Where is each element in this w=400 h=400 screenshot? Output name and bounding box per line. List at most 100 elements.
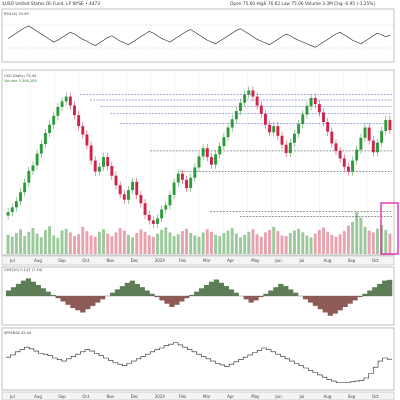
- volume-bar: [280, 235, 284, 254]
- price-label: USO (Daily) 75.44: [4, 74, 37, 78]
- candle-body: [68, 96, 72, 106]
- pfebsk-line: [6, 342, 392, 383]
- volume-bar: [164, 227, 168, 254]
- candle-body: [14, 201, 18, 208]
- cmf-bar: [382, 280, 388, 296]
- candle-body: [201, 148, 205, 157]
- cmf-bar: [154, 296, 160, 298]
- x-tick-label: Oct: [82, 394, 89, 399]
- volume-bar: [27, 231, 31, 254]
- cmf-bar: [134, 283, 140, 296]
- volume-bar: [176, 234, 180, 254]
- candle-body: [380, 130, 384, 143]
- volume-bar: [259, 236, 263, 254]
- cmf-bar: [302, 296, 309, 300]
- candle-body: [106, 157, 110, 167]
- volume-bar: [317, 229, 321, 254]
- cmf-bar: [109, 292, 116, 296]
- x-tick-label: Oct: [372, 394, 379, 399]
- candle-body: [322, 112, 325, 123]
- volume-bar: [110, 236, 114, 254]
- cmf-bar: [342, 296, 348, 307]
- volume-bar: [35, 233, 39, 254]
- volume-bar: [205, 229, 209, 254]
- volume-bar: [230, 228, 234, 254]
- cmf-bar: [179, 296, 185, 302]
- candle-body: [255, 96, 259, 106]
- ohlc-line: Open 75.60 High 76.62 Low 75.06 Volume 3…: [230, 1, 375, 7]
- volume-bar: [293, 230, 296, 254]
- support-resistance-lines: [80, 94, 392, 217]
- cmf-bar: [85, 296, 91, 310]
- candle-body: [27, 170, 31, 183]
- cmf-bar: [233, 292, 239, 296]
- x-tick-label: Nov: [107, 258, 115, 263]
- symbol-line: $USO United States Oil Fund, LP NYSE • 4…: [2, 1, 100, 7]
- volume-bar: [313, 233, 317, 254]
- x-tick-label: Feb: [179, 394, 187, 399]
- cmf-bar: [377, 283, 383, 296]
- volume-bar: [263, 232, 267, 254]
- candle-body: [263, 113, 267, 125]
- volume-bar: [355, 212, 359, 254]
- volume-bar: [189, 233, 193, 254]
- cmf-bar: [10, 287, 17, 296]
- cmf-bar: [223, 286, 229, 296]
- candle-body: [334, 143, 338, 151]
- volume-bar: [73, 236, 76, 254]
- candle-body: [156, 218, 159, 224]
- volume-bar: [351, 221, 355, 254]
- volume-bar: [371, 232, 375, 254]
- candle-body: [305, 106, 309, 115]
- x-tick-label: Mar: [203, 258, 211, 263]
- volume-bar: [326, 231, 330, 254]
- candle-body: [185, 179, 189, 189]
- cmf-bar: [124, 282, 131, 296]
- candle-body: [309, 97, 313, 107]
- candle-body: [35, 153, 39, 166]
- candlesticks: [6, 86, 392, 228]
- cmf-bar: [203, 285, 210, 296]
- volume-bar: [131, 237, 135, 254]
- x-tick-label: Dec: [131, 258, 139, 263]
- x-axis-ticks: Jul Aug Sep Oct Nov Dec 2024 Feb Mar Apr May Jun Jul…: [9, 258, 379, 263]
- x-tick-label: Jun: [274, 258, 282, 263]
- x-tick-label: Feb: [179, 258, 187, 263]
- volume-bars: [6, 212, 392, 254]
- cmf-bar: [45, 291, 51, 296]
- volume-bar: [376, 228, 379, 254]
- candle-body: [363, 127, 367, 138]
- volume-bar: [251, 229, 255, 254]
- volume-bar: [68, 232, 72, 254]
- candle-body: [56, 106, 60, 116]
- volume-bar: [305, 235, 309, 254]
- volume-bar: [268, 229, 272, 254]
- volume-bar: [160, 229, 164, 254]
- volume-bar: [64, 228, 68, 254]
- volume-bar: [193, 235, 197, 254]
- candle-body: [77, 115, 81, 127]
- candle-body: [371, 140, 375, 153]
- candle-body: [376, 142, 379, 153]
- candle-body: [259, 105, 263, 114]
- candle-body: [222, 137, 226, 147]
- cmf-bar: [387, 279, 393, 296]
- cmf-bar: [25, 278, 32, 296]
- cmf-bar: [208, 281, 215, 296]
- candle-body: [293, 133, 296, 143]
- cmf-bar: [278, 283, 284, 296]
- cmf-bar: [312, 296, 319, 306]
- candle-body: [6, 212, 10, 216]
- volume-bar: [106, 233, 110, 254]
- candle-body: [197, 156, 201, 168]
- cmf-bar: [213, 279, 220, 296]
- cmf-bar: [6, 290, 12, 296]
- cmf-bar: [243, 296, 249, 300]
- volume-bar: [322, 227, 325, 254]
- candle-body: [284, 144, 288, 153]
- cmf-bar: [184, 296, 190, 299]
- cmf-bar: [367, 290, 373, 296]
- cmf-bar: [352, 296, 358, 301]
- volume-bar: [48, 226, 52, 254]
- cmf-bar: [189, 294, 195, 296]
